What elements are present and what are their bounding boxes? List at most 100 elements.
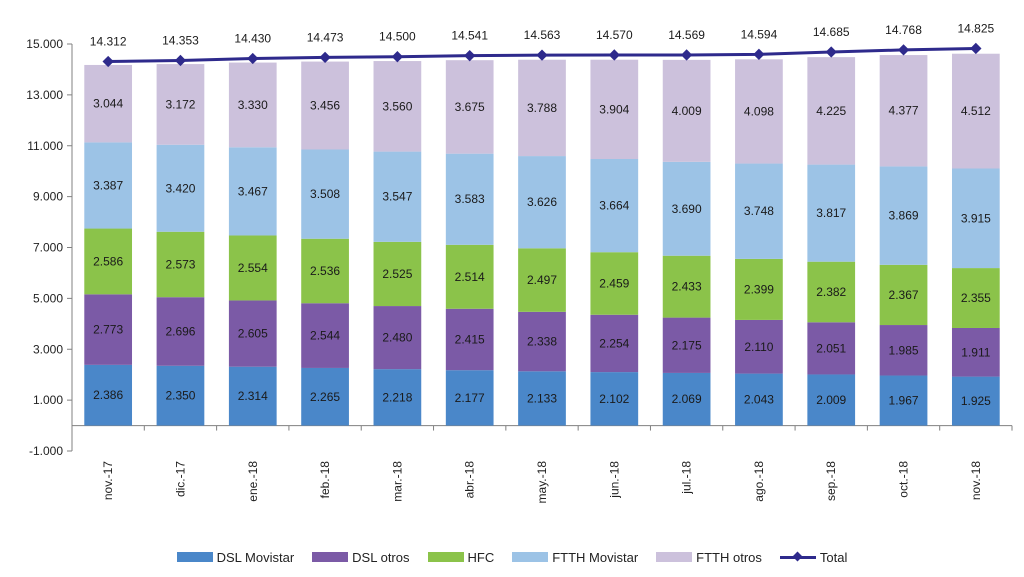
bar-data-label: 3.467 <box>238 184 268 198</box>
bar-data-label: 3.869 <box>889 209 919 223</box>
legend-swatch <box>779 552 816 562</box>
bar-segment <box>518 59 566 157</box>
total-point <box>897 44 910 56</box>
bar-data-label: 2.102 <box>599 392 629 406</box>
bar-data-label: 1.925 <box>961 394 991 408</box>
bar-segment <box>807 322 856 375</box>
bar-data-label: 2.773 <box>93 323 123 337</box>
total-data-label: 14.768 <box>885 23 922 37</box>
y-tick-label: 9.000 <box>33 190 63 204</box>
bar-data-label: 2.009 <box>816 393 846 407</box>
bar-data-label: 2.382 <box>816 285 846 299</box>
bar-segment <box>735 373 783 426</box>
total-data-label: 14.353 <box>162 33 199 47</box>
bar-data-label: 2.355 <box>961 291 991 305</box>
bar-data-label: 2.043 <box>744 393 774 407</box>
bar-data-label: 3.817 <box>816 206 846 220</box>
bar-data-label: 3.675 <box>455 100 485 114</box>
bar-segment <box>879 375 928 426</box>
x-tick-label: oct.-18 <box>897 461 911 498</box>
bar-segment <box>807 261 856 323</box>
bar-data-label: 3.788 <box>527 101 557 115</box>
y-axis: -1.000 1.000 3.000 5.000 7.000 9.000 11.000 13.… <box>26 37 73 458</box>
x-tick-label: jun.-18 <box>607 461 621 499</box>
legend-item: DSL Movistar <box>176 550 294 565</box>
bar-data-label: 1.985 <box>889 343 919 357</box>
bar-segment <box>735 59 783 164</box>
total-point <box>680 49 693 61</box>
bar-segment <box>590 372 639 426</box>
bar-data-label: 3.044 <box>93 97 123 111</box>
bar-segment <box>807 374 856 426</box>
bar-segment <box>228 62 277 148</box>
bar-data-label: 2.177 <box>455 391 485 405</box>
x-tick-label: jul.-18 <box>680 461 694 495</box>
bar-segment <box>879 55 928 167</box>
y-tick-label: 13.000 <box>26 88 63 102</box>
bar-data-label: 2.480 <box>382 331 412 345</box>
bar-segment <box>518 248 566 312</box>
bar-data-label: 2.433 <box>672 280 702 294</box>
x-tick-label: mar.-18 <box>390 461 404 502</box>
bar-segment <box>84 228 133 295</box>
total-point <box>247 52 259 65</box>
bar-data-label: 3.172 <box>165 97 195 111</box>
legend-swatch <box>656 552 693 562</box>
total-point <box>970 42 982 55</box>
bar-segment <box>301 238 349 304</box>
bar-segment <box>301 303 349 368</box>
bar-segment <box>228 300 277 367</box>
bar-segment <box>590 59 639 160</box>
bar-data-label: 2.399 <box>744 282 774 296</box>
bar-data-label: 2.525 <box>382 267 412 281</box>
bar-data-label: 2.544 <box>310 329 340 343</box>
bar-segment <box>373 369 422 426</box>
bar-data-label: 3.456 <box>310 99 340 113</box>
bar-segment <box>373 306 422 370</box>
total-point <box>608 49 620 61</box>
bar-segment <box>84 64 133 143</box>
bar-segment <box>590 252 639 315</box>
bar-data-label: 3.547 <box>382 190 412 204</box>
total-data-label: 14.825 <box>957 21 994 35</box>
legend-swatch <box>427 552 464 562</box>
bar-segment <box>156 144 205 232</box>
bar-data-label: 2.696 <box>165 324 195 338</box>
total-data-label: 14.312 <box>90 35 127 49</box>
legend-item: FTTH otros <box>656 550 762 565</box>
x-tick-label: sep.-18 <box>824 461 838 501</box>
x-axis: nov.-17 dic.-17 ene.-18 feb.-18 mar.-18 abr.-… <box>71 425 1013 503</box>
x-tick-label: ene.-18 <box>246 461 260 502</box>
total-data-label: 14.570 <box>596 28 633 42</box>
bar-segment <box>662 372 711 426</box>
total-data-label: 14.500 <box>379 30 416 44</box>
legend-item: HFC <box>427 550 494 565</box>
bar-stacks <box>84 53 1000 426</box>
bar-data-label: 3.748 <box>744 204 774 218</box>
x-tick-label: abr.-18 <box>463 461 477 499</box>
legend-item: FTTH Movistar <box>512 550 638 565</box>
bar-data-label: 2.459 <box>599 276 629 290</box>
bar-segment <box>156 297 205 366</box>
bar-segment <box>228 147 277 236</box>
bar-segment <box>735 319 783 374</box>
total-data-label: 14.563 <box>524 28 561 42</box>
bar-segment <box>879 166 928 265</box>
bar-data-label: 3.915 <box>961 211 991 225</box>
bar-segment <box>373 241 422 307</box>
bar-data-label: 2.554 <box>238 261 268 275</box>
bar-segment <box>445 244 494 309</box>
bar-data-label: 2.069 <box>672 392 702 406</box>
bar-segment <box>156 231 205 298</box>
bar-data-label: 1.967 <box>889 394 919 408</box>
total-point <box>825 46 837 58</box>
bar-segment <box>951 376 1000 426</box>
bar-data-label: 3.508 <box>310 187 340 201</box>
bar-segment <box>590 159 639 253</box>
bar-segment <box>807 164 856 262</box>
bar-data-label: 2.586 <box>93 254 123 268</box>
x-tick-label: nov.-18 <box>969 461 983 500</box>
bar-data-label: 1.911 <box>961 345 990 359</box>
x-tick-label: feb.-18 <box>318 461 332 499</box>
